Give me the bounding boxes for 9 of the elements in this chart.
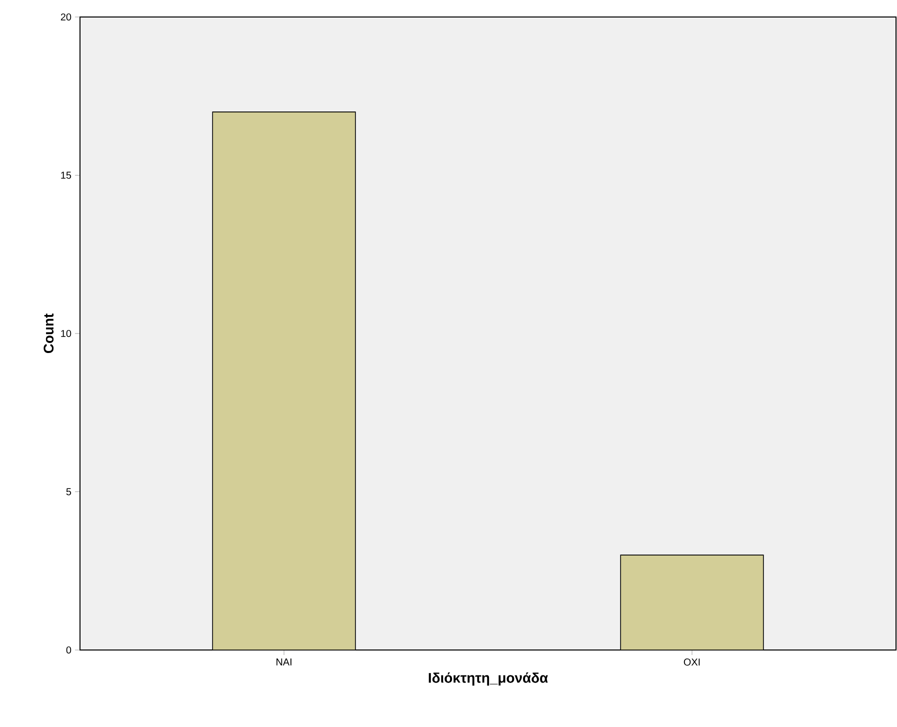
y-tick-label: 15 — [61, 172, 72, 179]
y-tick-label: 20 — [60, 13, 72, 21]
y-tick-label: 0 — [66, 646, 72, 654]
x-tick-label: ΝΑΙ — [276, 658, 292, 666]
x-axis-title: Ιδιόκτητη_μονάδα — [428, 672, 548, 686]
y-tick-label: 5 — [66, 488, 72, 496]
y-axis-title: Count — [44, 314, 54, 354]
x-tick-label: ΟΧΙ — [684, 658, 700, 666]
y-tick-label: 10 — [61, 330, 72, 338]
